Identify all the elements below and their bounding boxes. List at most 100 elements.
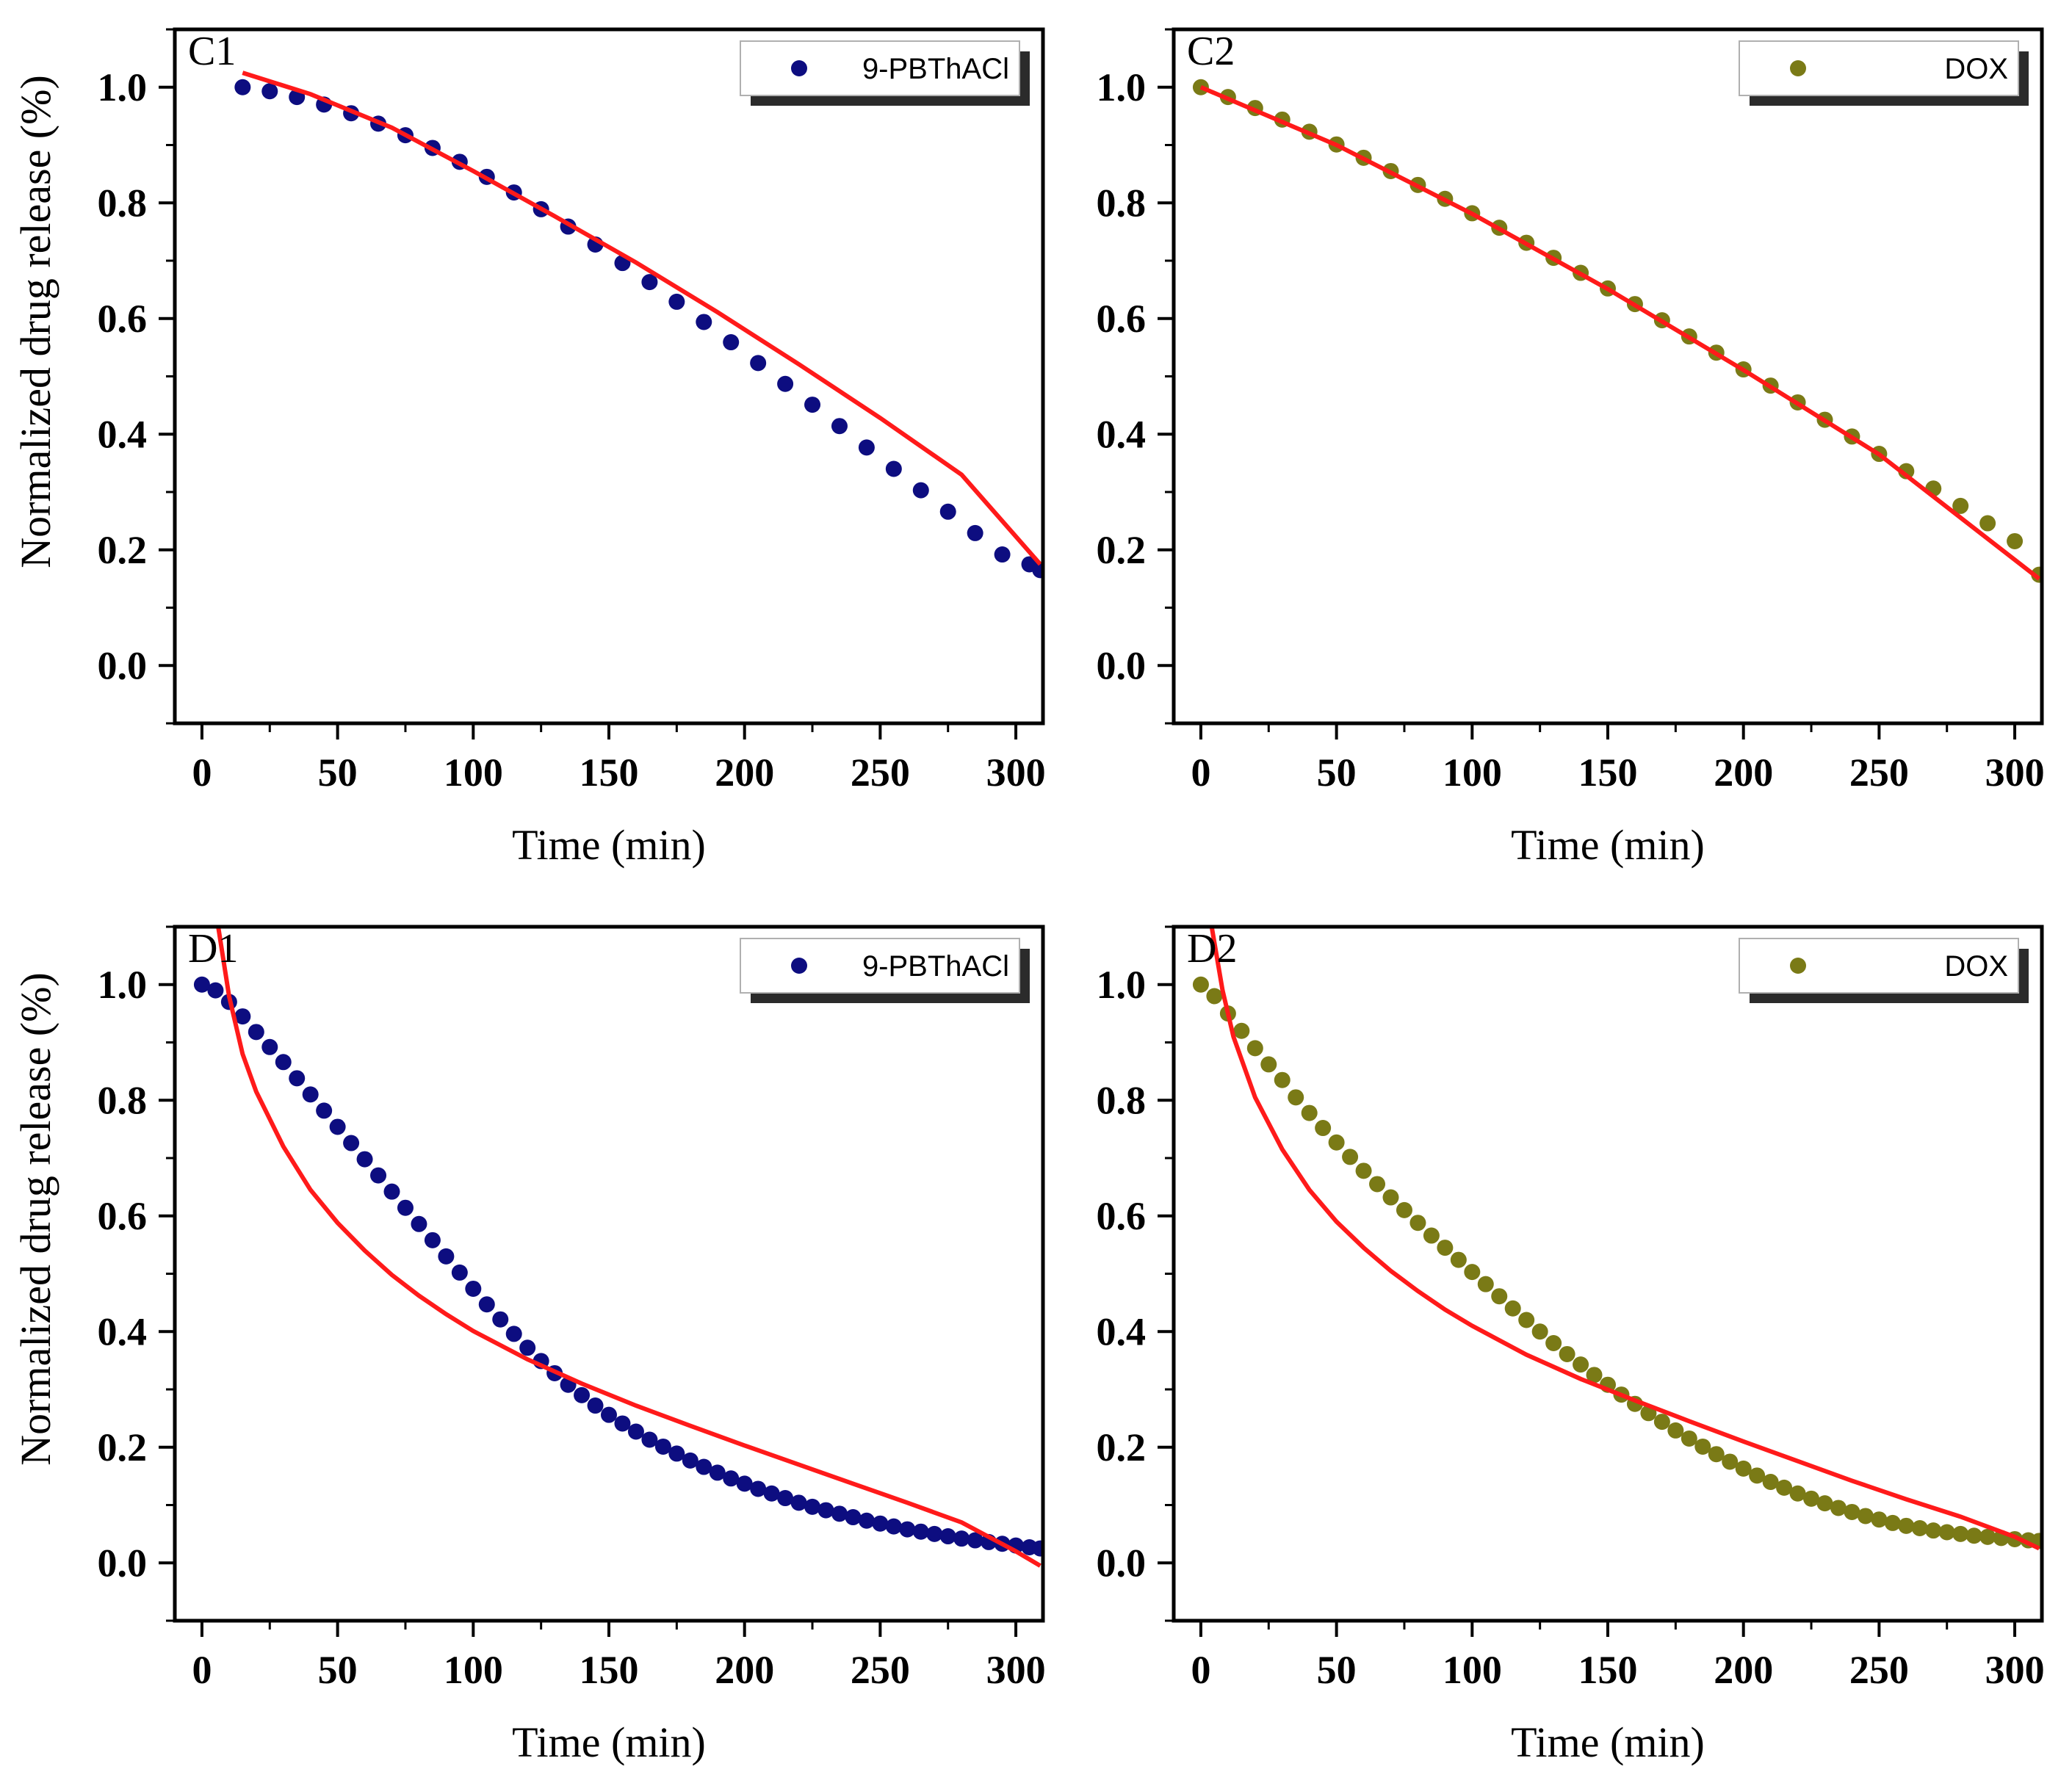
panel-d2-axes: 0 50 100 150 200 250 300 0.0 0.2 0.4 0.6 0.8 1.0	[1097, 925, 2045, 1692]
y-tick-label: 0.2	[1097, 528, 1147, 572]
data-point	[601, 1406, 617, 1423]
x-tick-label: 150	[1578, 751, 1638, 795]
data-point	[654, 1438, 671, 1455]
data-point	[723, 334, 740, 351]
data-point	[1369, 1176, 1386, 1193]
y-tick-label: 0.0	[98, 1541, 148, 1585]
x-tick-label: 200	[715, 1648, 774, 1692]
legend-marker-icon	[1790, 958, 1806, 974]
data-point	[1911, 1520, 1928, 1536]
data-point	[411, 1215, 427, 1232]
x-tick-label: 150	[580, 1648, 639, 1692]
x-tick-label: 50	[1317, 1648, 1357, 1692]
y-tick-label: 1.0	[98, 963, 148, 1007]
data-point	[858, 439, 875, 456]
panel-c1-fit	[242, 70, 1042, 566]
data-point	[723, 1470, 740, 1487]
panel-c2-label: C2	[1187, 29, 1235, 74]
data-point	[1830, 1500, 1847, 1516]
y-tick-label: 0.8	[98, 181, 148, 225]
data-point	[1260, 1056, 1277, 1073]
y-tick-label: 0.0	[1097, 643, 1147, 687]
panel-c2-legend: DOX	[1739, 40, 2029, 106]
data-point	[234, 79, 251, 95]
data-point	[1032, 562, 1043, 579]
panel-d1-fit	[216, 927, 1042, 1568]
data-point	[817, 1502, 834, 1519]
data-point	[668, 1445, 685, 1462]
data-point	[777, 1490, 794, 1507]
data-point	[1722, 1453, 1739, 1470]
data-point	[1735, 1460, 1752, 1477]
data-point	[763, 1485, 780, 1502]
data-point	[261, 1038, 278, 1055]
data-point	[709, 1464, 726, 1481]
data-point	[519, 1339, 536, 1356]
panel-c2-frame	[1172, 27, 2044, 726]
panel-d1-axes: 0 50 100 150 200 250 300 0.0 0.2 0.4 0.6 0.8 1.0	[98, 925, 1046, 1692]
x-tick-label: 100	[1443, 751, 1502, 795]
data-point	[1545, 1335, 1562, 1351]
x-tick-label: 100	[444, 751, 503, 795]
y-tick-label: 0.8	[1097, 1078, 1147, 1122]
panel-d2-frame	[1172, 925, 2044, 1623]
data-point	[1233, 1022, 1250, 1039]
legend-marker-icon	[791, 60, 807, 76]
data-point	[1708, 1446, 1725, 1463]
data-point	[234, 1008, 251, 1025]
data-point	[356, 1151, 373, 1168]
data-point	[614, 1415, 631, 1432]
data-point	[1491, 1288, 1508, 1305]
x-tick-label: 0	[192, 751, 212, 795]
panel-c2: 0 50 100 150 200 250 300 0.0 0.2 0.4 0.6 0.8 1.0 Tim…	[1097, 27, 2045, 869]
y-tick-label: 0.6	[1097, 297, 1147, 341]
x-tick-label: 0	[192, 1648, 212, 1692]
data-point	[1789, 1485, 1806, 1502]
data-point	[289, 1070, 306, 1087]
data-point	[1776, 1479, 1793, 1496]
data-point	[1396, 1201, 1412, 1218]
data-point	[682, 1452, 699, 1469]
data-point	[1274, 1071, 1291, 1088]
y-tick-label: 0.0	[1097, 1541, 1147, 1585]
y-tick-label: 1.0	[98, 65, 148, 109]
data-point	[1464, 1264, 1481, 1281]
panel-c1-x-axis-title: Time (min)	[512, 821, 706, 869]
data-point	[1355, 1162, 1372, 1179]
y-tick-label: 0.2	[1097, 1425, 1147, 1469]
data-point	[1192, 976, 1209, 993]
data-point	[261, 83, 278, 100]
panel-d1-legend: 9-PBThACl	[740, 938, 1030, 1003]
data-point	[1315, 1120, 1332, 1137]
legend-box	[1739, 938, 2019, 994]
data-point	[777, 375, 794, 392]
panel-d2-legend: DOX	[1739, 938, 2029, 1003]
data-point	[1288, 1089, 1304, 1106]
data-point	[1816, 1495, 1833, 1512]
data-point	[329, 1118, 346, 1135]
data-point	[641, 274, 658, 291]
x-tick-label: 200	[1714, 751, 1773, 795]
data-point	[858, 1512, 875, 1529]
data-point	[1301, 1104, 1318, 1121]
data-point	[750, 355, 767, 372]
data-point	[1925, 1522, 1942, 1539]
data-point	[1938, 1524, 1955, 1541]
fit-curve	[1209, 927, 2040, 1551]
data-point	[465, 1280, 482, 1297]
data-point	[478, 1296, 495, 1313]
x-tick-label: 300	[986, 1648, 1046, 1692]
data-point	[804, 397, 821, 413]
data-point	[872, 1515, 889, 1532]
data-point	[383, 1183, 400, 1200]
data-point	[994, 546, 1011, 563]
y-tick-label: 0.8	[98, 1078, 148, 1122]
x-tick-label: 300	[1985, 1648, 2045, 1692]
y-tick-label: 0.2	[98, 528, 148, 572]
data-point	[1573, 1356, 1589, 1373]
data-point	[1749, 1467, 1766, 1484]
data-point	[574, 1386, 591, 1403]
x-tick-label: 250	[851, 1648, 910, 1692]
data-point	[668, 293, 685, 310]
data-point	[424, 1232, 441, 1248]
